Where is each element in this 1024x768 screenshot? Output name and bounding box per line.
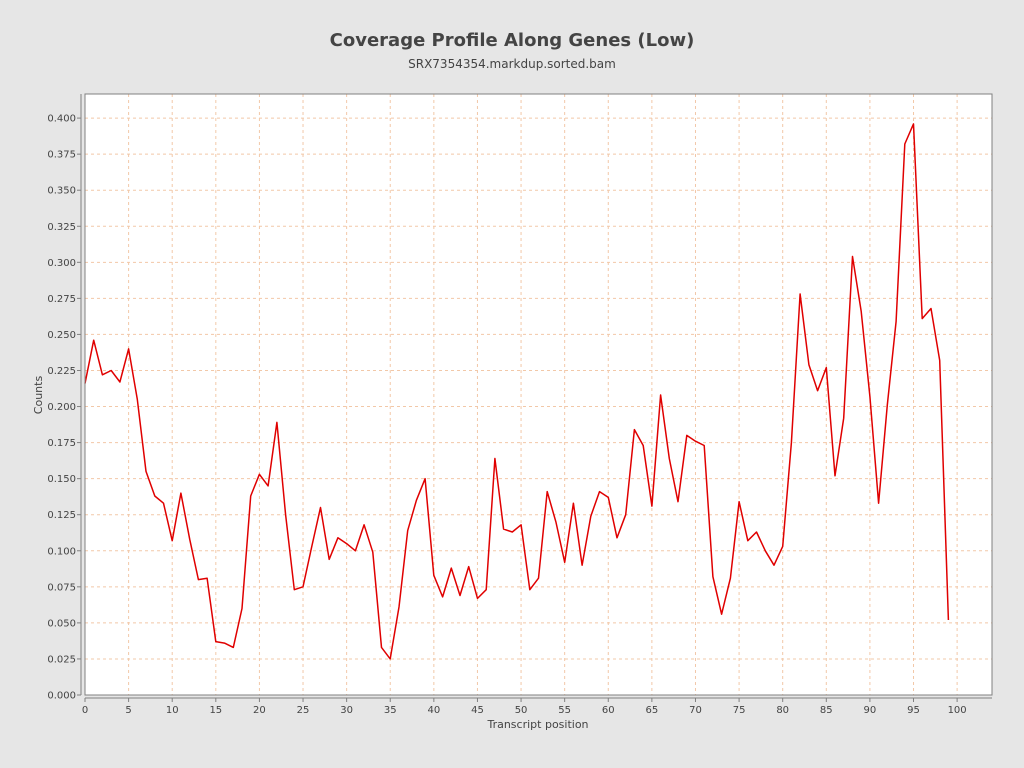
y-tick-label: 0.100 xyxy=(47,546,76,557)
x-tick-label: 25 xyxy=(297,705,310,716)
y-tick-label: 0.125 xyxy=(47,510,76,521)
x-tick-label: 35 xyxy=(384,705,397,716)
x-tick-label: 85 xyxy=(820,705,833,716)
x-tick-label: 100 xyxy=(948,705,967,716)
plot-area xyxy=(85,94,992,695)
y-tick-label: 0.050 xyxy=(47,618,76,629)
x-tick-label: 90 xyxy=(864,705,877,716)
y-tick-label: 0.400 xyxy=(47,114,76,125)
y-tick-label: 0.375 xyxy=(47,150,76,161)
y-tick-label: 0.150 xyxy=(47,474,76,485)
series-line xyxy=(84,123,950,660)
x-tick-label: 60 xyxy=(602,705,615,716)
x-tick-label: 45 xyxy=(471,705,484,716)
x-tick-label: 30 xyxy=(340,705,353,716)
plot-border xyxy=(84,93,993,696)
y-tick-label: 0.225 xyxy=(47,366,76,377)
x-tick-label: 80 xyxy=(776,705,789,716)
y-tick-label: 0.025 xyxy=(47,654,76,665)
y-tick-label: 0.300 xyxy=(47,258,76,269)
y-tick-label: 0.000 xyxy=(47,691,76,702)
y-tick-label: 0.275 xyxy=(47,294,76,305)
x-axis-ticks: 0 5 10 15 20 25 30 35 40 45 50 55 60 65 70 75 80 85 90 95 10… xyxy=(82,698,967,716)
x-tick-label: 0 xyxy=(82,705,88,716)
x-tick-label: 50 xyxy=(515,705,528,716)
x-tick-label: 20 xyxy=(253,705,266,716)
y-tick-label: 0.325 xyxy=(47,222,76,233)
y-axis-ticks: 0.000 0.025 0.050 0.075 0.100 0.125 0.150 0.175… xyxy=(47,114,81,702)
x-tick-label: 15 xyxy=(209,705,222,716)
x-tick-label: 5 xyxy=(125,705,131,716)
x-tick-label: 55 xyxy=(558,705,571,716)
x-tick-label: 65 xyxy=(646,705,659,716)
y-axis-title: Counts xyxy=(32,376,45,415)
x-axis-title: Transcript position xyxy=(486,718,588,731)
y-tick-label: 0.200 xyxy=(47,402,76,413)
chart-subtitle: SRX7354354.markdup.sorted.bam xyxy=(408,57,616,71)
y-tick-label: 0.175 xyxy=(47,438,76,449)
x-tick-label: 10 xyxy=(166,705,179,716)
y-tick-label: 0.075 xyxy=(47,582,76,593)
chart-title: Coverage Profile Along Genes (Low) xyxy=(329,30,695,51)
x-tick-label: 70 xyxy=(689,705,702,716)
y-tick-label: 0.250 xyxy=(47,330,76,341)
x-tick-label: 40 xyxy=(427,705,440,716)
x-tick-label: 95 xyxy=(907,705,920,716)
y-tick-label: 0.350 xyxy=(47,186,76,197)
x-tick-label: 75 xyxy=(733,705,746,716)
